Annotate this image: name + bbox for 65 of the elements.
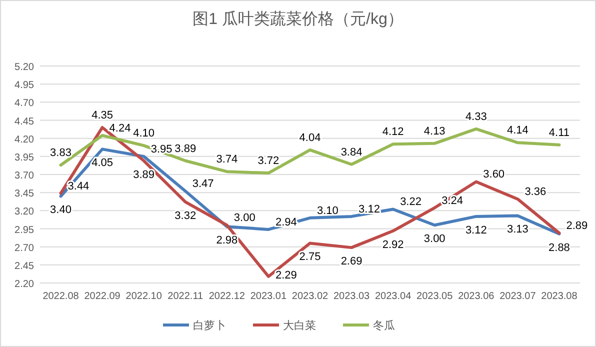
- data-label: 3.72: [258, 155, 280, 168]
- data-label: 3.36: [524, 186, 546, 198]
- data-label: 3.00: [424, 233, 446, 246]
- y-tick-label: 3.45: [14, 188, 34, 200]
- data-label: 4.35: [92, 109, 114, 122]
- data-label: 3.12: [465, 224, 487, 236]
- data-label: 3.12: [358, 203, 380, 216]
- x-tick-label: 2022.08: [42, 291, 80, 302]
- x-tick-label: 2023.06: [458, 291, 495, 302]
- data-label: 2.69: [340, 256, 362, 268]
- legend-label: 大白菜: [283, 319, 316, 332]
- data-label: 3.74: [216, 154, 238, 166]
- y-tick-label: 2.45: [14, 260, 34, 272]
- data-label: 4.04: [299, 132, 321, 144]
- x-tick-label: 2023.02: [292, 291, 329, 302]
- data-label: 3.60: [483, 168, 505, 181]
- data-label: 2.88: [548, 242, 570, 254]
- data-label: 2.92: [382, 238, 404, 251]
- data-label: 3.22: [400, 196, 422, 208]
- data-label: 2.89: [566, 220, 588, 232]
- data-label: 3.83: [50, 147, 72, 160]
- y-tick-label: 4.45: [14, 116, 34, 128]
- data-label: 3.40: [50, 204, 72, 216]
- x-tick-label: 2023.05: [416, 291, 454, 302]
- x-tick-label: 2023.04: [375, 291, 412, 302]
- y-tick-label: 4.95: [14, 80, 34, 92]
- data-label: 3.84: [340, 146, 362, 158]
- data-label: 3.32: [174, 210, 196, 222]
- x-tick-label: 2022.11: [168, 291, 204, 302]
- y-tick-label: 3.70: [14, 170, 34, 182]
- data-label: 3.89: [174, 142, 196, 155]
- chart-title: 图1 瓜叶类蔬菜价格（元/kg）: [192, 10, 404, 28]
- y-tick-label: 5.20: [14, 62, 34, 73]
- data-label: 4.10: [133, 128, 155, 140]
- data-label: 4.12: [382, 126, 404, 138]
- data-label: 4.13: [424, 125, 446, 138]
- x-tick-label: 2022.12: [208, 291, 246, 302]
- y-tick-label: 2.70: [14, 242, 34, 254]
- x-tick-label: 2023.07: [500, 291, 536, 302]
- y-tick-label: 3.95: [14, 152, 34, 164]
- y-tick-label: 4.20: [14, 134, 34, 146]
- data-label: 3.47: [192, 178, 214, 190]
- data-label: 4.33: [465, 110, 487, 123]
- x-tick-label: 2023.01: [250, 291, 287, 302]
- y-tick-label: 2.95: [14, 224, 34, 236]
- x-tick-label: 2023.03: [333, 291, 370, 302]
- y-tick-label: 4.70: [14, 98, 34, 110]
- data-label: 3.10: [317, 204, 338, 217]
- y-tick-label: 3.20: [14, 206, 34, 218]
- data-label: 4.14: [506, 124, 528, 137]
- data-label: 4.11: [548, 126, 570, 139]
- data-label: 3.00: [234, 212, 256, 224]
- legend-label: 白萝卜: [193, 319, 226, 332]
- data-label: 2.98: [216, 234, 238, 247]
- data-label: 2.75: [299, 251, 321, 264]
- x-tick-label: 2022.09: [84, 291, 121, 302]
- x-tick-label: 2023.08: [541, 291, 578, 302]
- legend-label: 冬瓜: [373, 319, 395, 332]
- data-label: 2.29: [275, 270, 297, 282]
- y-tick-label: 2.20: [14, 279, 34, 290]
- x-tick-label: 2022.10: [126, 291, 162, 302]
- data-label: 3.13: [506, 224, 528, 236]
- data-label: 3.89: [133, 168, 155, 181]
- data-label: 4.24: [109, 122, 131, 134]
- data-label: 4.05: [92, 157, 114, 170]
